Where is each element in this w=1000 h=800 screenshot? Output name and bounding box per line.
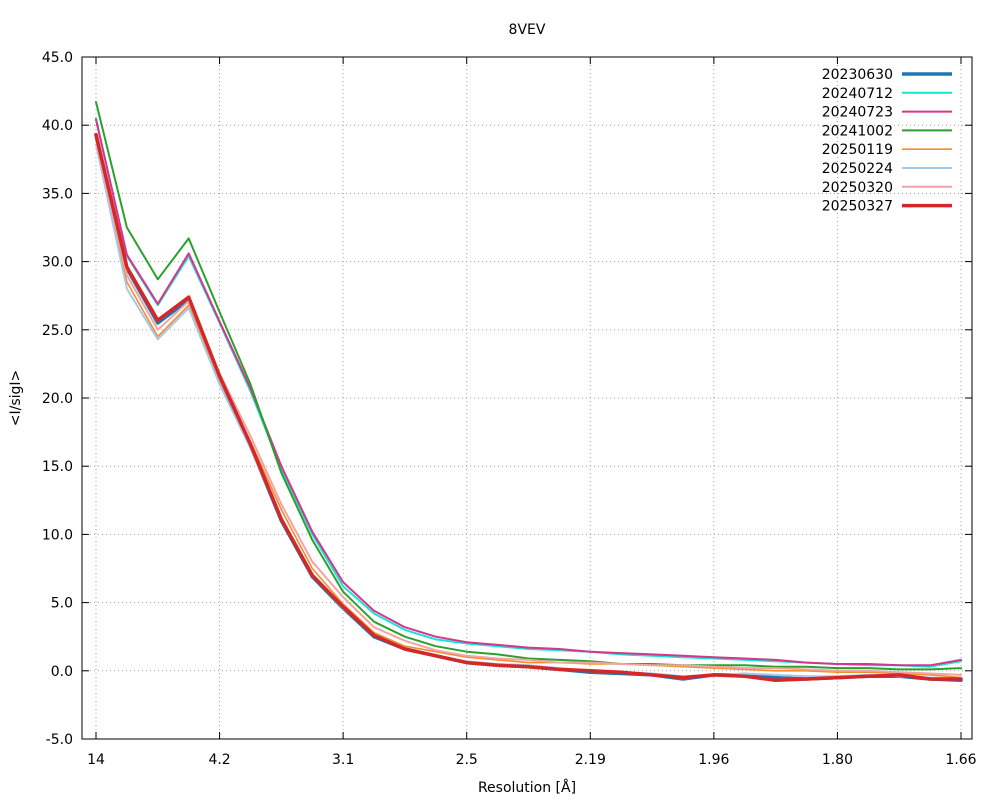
ticks: -5.0 0.0 5.0 10.0 15.0 20.0 25.0 30.0 35.0 40.0 45… [42,50,977,768]
y-tick-label: 35.0 [42,186,73,202]
legend-label: 20230630 [822,67,893,83]
x-tick-label: 2.19 [575,752,606,768]
y-tick-label: 15.0 [42,459,73,475]
grid [82,57,972,739]
y-tick-label: 30.0 [42,255,73,271]
legend-label: 20241002 [822,123,893,139]
series-line-20250224 [95,143,962,680]
legend-label: 20250119 [822,142,893,158]
series-line-20240723 [95,118,962,667]
legend-label: 20250327 [822,199,893,215]
series-line-20241002 [95,101,962,671]
y-tick-label: 45.0 [42,50,73,66]
x-axis-title: Resolution [Å] [478,779,576,796]
y-tick-label: 0.0 [51,664,73,680]
series-line-20250119 [95,138,962,679]
x-tick-label: 14 [87,752,105,768]
legend-label: 20240723 [822,105,893,121]
y-tick-label: 40.0 [42,118,73,134]
series-line-20250327 [94,132,963,683]
y-tick-label: 20.0 [42,391,73,407]
x-tick-label: 1.80 [822,752,853,768]
y-tick-label: 10.0 [42,527,73,543]
y-tick-label: 25.0 [42,323,73,339]
x-tick-label: 3.1 [332,752,354,768]
x-tick-label: 4.2 [208,752,230,768]
y-axis-title: <I/sigI> [8,370,24,427]
y-tick-label: -5.0 [46,732,73,748]
legend-label: 20250224 [822,161,893,177]
x-tick-label: 1.96 [698,752,729,768]
legend-label: 20250320 [822,180,893,196]
series-layer [94,101,963,683]
series-line-20230630 [94,132,963,683]
x-tick-label: 2.5 [456,752,478,768]
legend-label: 20240712 [822,86,893,102]
series-line-20250320 [95,139,962,676]
x-tick-label: 1.66 [945,752,976,768]
y-tick-label: 5.0 [51,596,73,612]
legend: 20230630 20240712 20240723 20241002 20250119… [822,67,952,215]
chart-title: 8VEV [509,22,546,38]
